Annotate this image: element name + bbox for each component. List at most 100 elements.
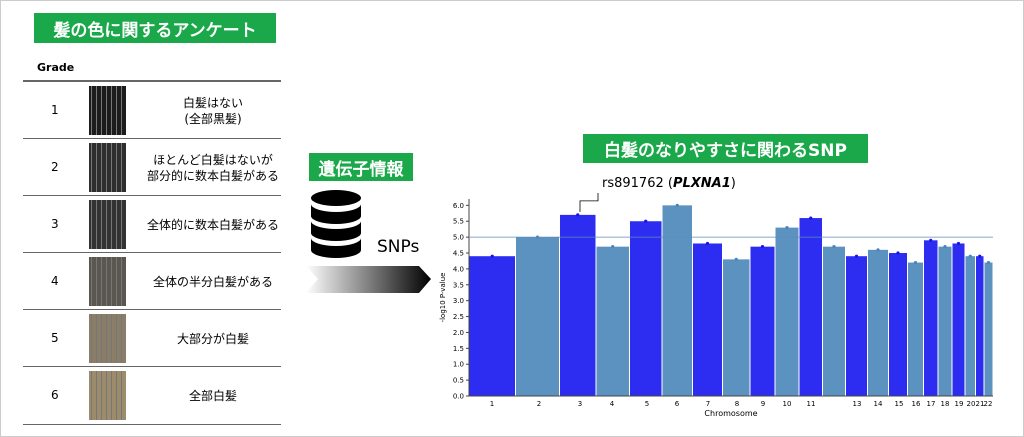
description-line: 全部白髪 <box>188 388 237 403</box>
x-tick-label: 16 <box>912 400 921 408</box>
chromosome-signal <box>750 246 775 396</box>
y-tick-label: 5.0 <box>453 234 464 242</box>
x-tick-label: 17 <box>927 400 936 408</box>
annotation-prefix: rs891762 ( <box>602 176 673 191</box>
chromosome-signal <box>693 243 722 396</box>
annotation-leader <box>579 193 599 212</box>
peak-snp <box>611 245 615 249</box>
chart-title: 白髪のなりやすさに関わるSNP <box>583 134 868 163</box>
x-tick-label: 7 <box>706 400 710 408</box>
chromosome-signal <box>630 221 662 396</box>
chromosome-signal <box>868 249 888 396</box>
peak-snp <box>705 241 710 246</box>
table-row: 2 ほとんど白髪はないが 部分的に数本白髪がある <box>23 138 281 196</box>
x-tick-label: 15 <box>895 400 904 408</box>
description-line: 白髪はない <box>182 95 243 110</box>
grade-description: 全体の半分白髪がある <box>143 274 283 290</box>
hair-sample <box>89 257 126 306</box>
grade-description: 大部分が白髪 <box>143 331 283 347</box>
description-line: (全部黒髪) <box>184 111 242 126</box>
x-tick-label: 14 <box>874 400 883 408</box>
peak-snp <box>675 203 679 207</box>
chromosome-signal <box>723 259 750 396</box>
chromosome-signal <box>596 246 629 396</box>
peak-snp <box>644 219 648 223</box>
x-tick-label: 19 <box>955 400 964 408</box>
hair-sample <box>89 86 126 135</box>
chromosome-signal <box>516 237 559 396</box>
grade-number: 5 <box>51 330 59 345</box>
y-tick-label: 0.0 <box>453 393 464 401</box>
hair-sample <box>89 371 126 420</box>
hair-sample <box>89 143 126 192</box>
x-tick-label: 22 <box>984 400 993 408</box>
chromosome-signal <box>889 253 907 396</box>
table-row: 6 全部白髪 <box>23 366 281 425</box>
chromosome-signal <box>799 218 822 396</box>
table-row: 4 全体の半分白髪がある <box>23 252 281 310</box>
peak-snp <box>876 248 880 252</box>
y-tick-label: 1.5 <box>453 345 464 353</box>
y-tick-label: 5.5 <box>453 218 464 226</box>
table-row: 1 白髪はない (全部黒髪) <box>23 81 281 139</box>
arrow <box>306 266 431 293</box>
x-tick-label: 1 <box>490 400 494 408</box>
description-line: 全体の半分白髪がある <box>152 274 273 289</box>
grade-number: 1 <box>51 102 59 117</box>
table-row: 5 大部分が白髪 <box>23 309 281 367</box>
chromosome-signal <box>908 262 923 396</box>
database-icon <box>311 190 361 258</box>
manhattan-plot: 0.0 0.5 1.0 1.5 2.0 2.5 3.0 3.5 4.0 4.5 5.0 5.5 6.0 1… <box>439 176 993 418</box>
chromosome-signal <box>560 214 596 396</box>
chromosome-signal <box>823 246 845 396</box>
chromosome-signal <box>775 227 799 396</box>
peak-snp <box>734 257 738 261</box>
hair-sample <box>89 200 126 249</box>
description-line: 大部分が白髪 <box>176 331 249 346</box>
chromosome-signal <box>662 205 692 396</box>
peak-snp <box>896 251 900 255</box>
chromosome-signal <box>938 246 952 396</box>
x-tick-label: 9 <box>761 400 765 408</box>
annotation-suffix: ) <box>731 176 736 191</box>
chromosome-signal <box>976 256 984 396</box>
y-tick-label: 1.0 <box>453 361 464 369</box>
x-tick-label: 11 <box>807 400 816 408</box>
peak-snp <box>809 216 813 220</box>
description-line: ほとんど白髪はないが <box>153 152 273 167</box>
peak-snp <box>760 245 765 249</box>
y-tick-label: 4.0 <box>453 265 464 273</box>
x-axis-label: Chromosome <box>704 409 757 418</box>
peak-snp <box>978 254 982 258</box>
peak-snp <box>913 260 918 265</box>
y-tick-label: 3.5 <box>453 281 464 289</box>
x-tick-label: 6 <box>675 400 680 408</box>
hair-sample <box>89 314 126 363</box>
chromosome-signal <box>469 256 515 396</box>
peak-snp <box>943 245 947 249</box>
peak-snp <box>490 254 494 258</box>
y-tick-label: 3.0 <box>453 297 464 305</box>
grade-description: 白髪はない (全部黒髪) <box>143 95 283 127</box>
grade-number: 3 <box>51 216 59 231</box>
x-tick-label: 5 <box>645 400 649 408</box>
y-tick-label: 2.5 <box>453 313 464 321</box>
chromosome-signal <box>924 240 938 396</box>
grade-number: 6 <box>51 387 59 402</box>
x-tick-label: 10 <box>783 400 792 408</box>
grade-number: 4 <box>51 273 59 288</box>
x-tick-label: 4 <box>610 400 615 408</box>
y-axis-label: -log10 P-value <box>439 273 447 323</box>
y-tick-label: 4.5 <box>453 250 464 258</box>
annotation-gene: PLXNA1 <box>673 176 731 191</box>
peak-snp <box>576 213 580 217</box>
x-tick-label: 18 <box>941 400 950 408</box>
survey-title: 髪の色に関するアンケート <box>34 13 276 43</box>
y-tick-label: 0.5 <box>453 377 464 385</box>
chromosome-signal <box>984 262 993 396</box>
peak-snp <box>956 241 961 246</box>
y-tick-label: 6.0 <box>453 202 464 210</box>
description-line: 全体的に数本白髪がある <box>146 217 279 232</box>
x-tick-label: 8 <box>735 400 739 408</box>
